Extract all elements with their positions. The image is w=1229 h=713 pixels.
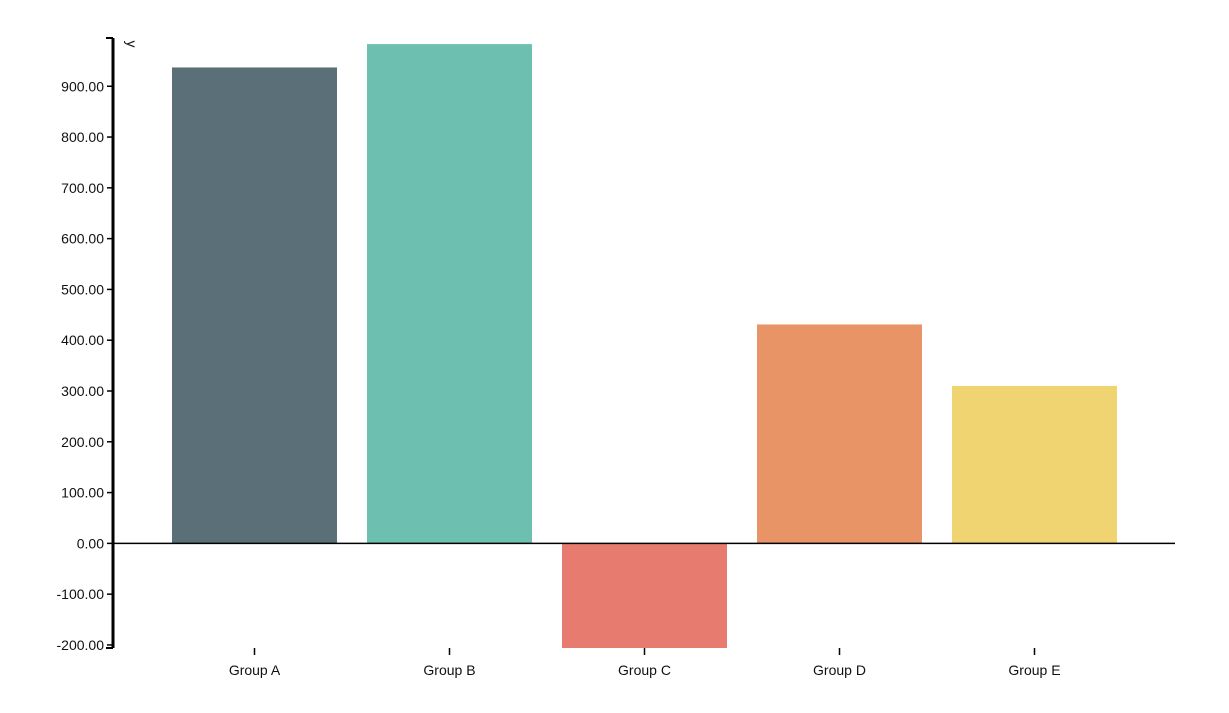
bar-group-a (172, 67, 337, 544)
x-tick-label: Group A (229, 662, 281, 678)
y-axis: -200.00 -100.00 0.00 100.00 200.00 300.00 400.… (57, 37, 115, 653)
bar-group-c (562, 543, 727, 648)
y-tick-label: 800.00 (61, 129, 104, 145)
y-tick-label: 600.00 (61, 231, 104, 247)
x-tick-label: Group C (618, 662, 671, 678)
y-tick-label: 400.00 (61, 332, 104, 348)
x-tick-label: Group B (423, 662, 475, 678)
y-tick-label: -200.00 (57, 637, 105, 653)
y-tick-label: 900.00 (61, 78, 104, 94)
y-tick-label: 100.00 (61, 485, 104, 501)
x-tick-label: Group E (1008, 662, 1060, 678)
y-tick-label: 0.00 (77, 535, 104, 551)
y-axis-label: y (124, 41, 140, 48)
y-tick-label: 200.00 (61, 434, 104, 450)
x-tick-label: Group D (813, 662, 866, 678)
y-tick-label: 300.00 (61, 383, 104, 399)
bar-group-e (952, 385, 1117, 544)
bar-group-d (757, 324, 922, 544)
x-axis: Group A Group B Group C Group D Group E (113, 542, 1175, 678)
y-tick-label: 500.00 (61, 281, 104, 297)
y-tick-label: -100.00 (57, 586, 105, 602)
bars-group (172, 44, 1117, 648)
y-tick-label: 700.00 (61, 180, 104, 196)
bar-group-b (367, 44, 532, 544)
